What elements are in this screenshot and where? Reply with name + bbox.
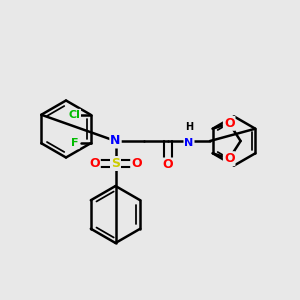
Text: S: S [111, 157, 120, 170]
Text: N: N [184, 137, 194, 148]
Text: O: O [163, 158, 173, 172]
Text: H: H [185, 122, 193, 133]
Text: O: O [224, 152, 235, 165]
Text: N: N [110, 134, 121, 148]
Text: F: F [71, 138, 79, 148]
Text: O: O [131, 157, 142, 170]
Text: O: O [224, 117, 235, 130]
Text: Cl: Cl [68, 110, 80, 120]
Text: O: O [89, 157, 100, 170]
